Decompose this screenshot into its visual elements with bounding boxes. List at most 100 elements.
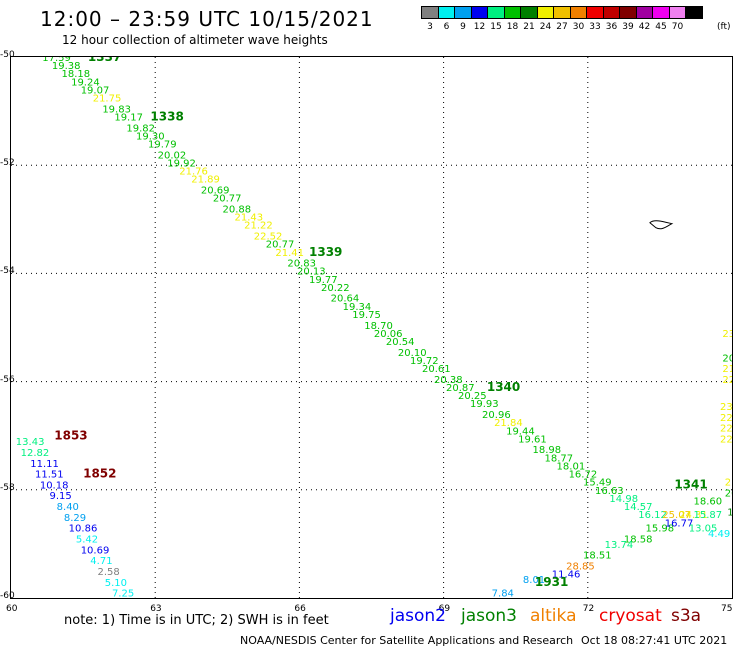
legend-unit: (ft)	[717, 22, 731, 32]
wave-height-value: 18.77	[545, 453, 574, 464]
wave-height-value: 4.49	[708, 529, 730, 540]
wave-height-value: 11.51	[35, 470, 64, 481]
legend-color-scale	[421, 6, 703, 19]
legend-label: 27	[556, 22, 568, 32]
wave-height-value: 18.18	[61, 69, 90, 80]
latitude-tick-label: -54	[0, 266, 15, 277]
pass-time-label: 1853	[54, 429, 87, 443]
wave-height-value: 19.38	[52, 61, 81, 72]
legend-label: 42	[638, 22, 651, 32]
legend-label: 39	[622, 22, 634, 32]
wave-height-value: 21.84	[494, 418, 523, 429]
island-outline	[649, 220, 674, 230]
legend-label: 3	[427, 22, 433, 32]
wave-height-value: 15.98	[645, 524, 674, 535]
wave-height-value: 19.07	[81, 85, 110, 96]
wave-height-value: 21.41	[275, 248, 304, 259]
wave-height-value: 21.89	[191, 175, 220, 186]
legend-swatch	[470, 6, 488, 19]
legend-swatch	[635, 6, 653, 19]
wave-height-value: 19.75	[352, 310, 381, 321]
legend-swatch	[437, 6, 455, 19]
wave-height-value: 19.79	[148, 140, 177, 151]
wave-height-value: 20.22	[321, 283, 350, 294]
legend-swatch	[553, 6, 571, 19]
latitude-tick-label: -52	[0, 158, 15, 169]
wave-height-value: 20.96	[482, 410, 511, 421]
wave-height-value: 21	[722, 364, 732, 375]
wave-height-value: 20.06	[374, 329, 403, 340]
wave-height-value: 21.22	[244, 221, 273, 232]
pass-time-label: 1339	[309, 245, 342, 259]
legend-swatch	[536, 6, 554, 19]
wave-height-value: 18.01	[557, 461, 586, 472]
wave-height-value: 19.83	[102, 104, 131, 115]
wave-height-value: 25.07	[662, 510, 691, 521]
wave-height-value: 15.87	[694, 510, 723, 521]
wave-height-value: 15.49	[583, 478, 612, 489]
wave-height-value: 8.40	[57, 502, 79, 513]
wave-height-value: 18.51	[583, 551, 612, 562]
wave-height-value: 13.05	[689, 524, 718, 535]
wave-height-value: 20.64	[331, 294, 360, 305]
legend-swatch	[569, 6, 587, 19]
longitude-tick-label: 69	[438, 604, 451, 614]
wave-height-value: 13.43	[16, 437, 45, 448]
map-area: 17.59 19.38 18.18 19.24 19.07 21.75 19.83 19.17…	[10, 56, 733, 599]
wave-height-value: 21.75	[93, 94, 122, 105]
satellite-legend-cryosat: cryosat	[599, 606, 662, 626]
wave-height-value: 19.72	[410, 356, 439, 367]
pass-time-label: 1340	[487, 380, 520, 394]
wave-height-value: 10.18	[40, 480, 69, 491]
legend-label: 15	[490, 22, 502, 32]
wave-height-value: 20.83	[287, 259, 316, 270]
wave-height-value: 28.85	[566, 562, 595, 573]
wave-height-value: 20.54	[386, 337, 415, 348]
wave-height-value: 10.86	[69, 524, 98, 535]
legend-swatch	[652, 6, 670, 19]
legend-swatch	[520, 6, 538, 19]
wave-height-value: 14.98	[609, 494, 638, 505]
legend-label: 70	[671, 22, 684, 32]
wave-height-value: 18.58	[624, 534, 653, 545]
pass-time-label: 1337	[88, 57, 121, 64]
wave-height-value: 24.31	[679, 510, 708, 521]
latitude-tick-label: -50	[0, 50, 15, 60]
legend-label: 33	[589, 22, 601, 32]
wave-height-value: 19.24	[71, 77, 100, 88]
wave-height-value: 4.71	[90, 556, 112, 567]
pass-time-label: 1931	[535, 575, 568, 589]
map-canvas: 17.5919.3818.1819.2419.0721.7519.8319.17…	[11, 57, 732, 598]
wave-height-value: 16.77	[665, 518, 694, 529]
wave-height-value: 12.82	[21, 448, 50, 459]
wave-height-value: 19.92	[167, 158, 196, 169]
wave-height-value: 14.57	[624, 502, 653, 513]
legend-swatch	[668, 6, 686, 19]
wave-height-value: 19.93	[470, 399, 499, 410]
pass-time-label: 1341	[674, 477, 707, 491]
legend-label: 45	[655, 22, 667, 32]
wave-height-value: 22	[720, 413, 732, 424]
wave-height-value: 21.76	[179, 167, 208, 178]
latitude-tick-label: -56	[0, 374, 15, 385]
wave-height-value: 20.87	[446, 383, 475, 394]
wave-height-value: 13.74	[605, 540, 634, 551]
legend-label: 9	[460, 22, 466, 32]
legend-label: 12	[473, 22, 486, 32]
wave-height-value: 19	[727, 507, 732, 518]
longitude-tick-label: 60	[6, 604, 18, 614]
wave-height-value: 20.38	[434, 375, 463, 386]
legend-swatch	[503, 6, 521, 19]
latitude-tick-label: -58	[0, 482, 15, 493]
wave-height-value: 22	[720, 424, 732, 435]
wave-height-value: 19.30	[136, 131, 165, 142]
wave-height-value: 21	[725, 478, 732, 489]
wave-height-value: 22.52	[254, 232, 283, 243]
wave-height-value: 18.98	[533, 445, 562, 456]
legend-label: 30	[572, 22, 585, 32]
longitude-tick-label: 66	[294, 604, 306, 614]
legend-label: 6	[443, 22, 450, 32]
wave-height-value: 7.84	[492, 589, 514, 598]
legend-swatch	[685, 6, 703, 19]
longitude-tick-label: 72	[582, 604, 595, 614]
